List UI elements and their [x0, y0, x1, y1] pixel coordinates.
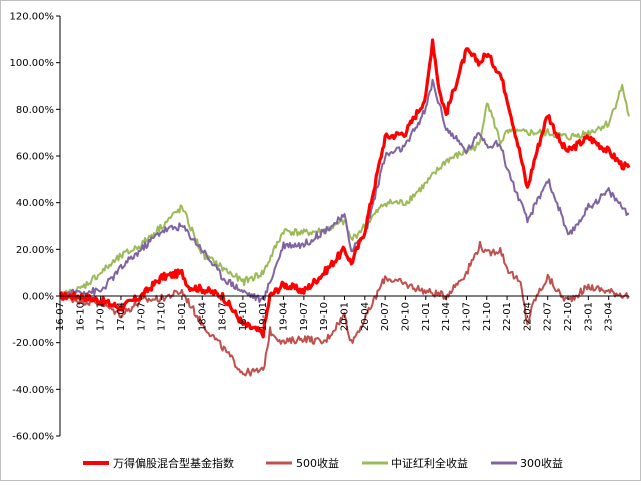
y-tick-label: -20.00%: [12, 338, 54, 349]
y-tick-label: 100.00%: [10, 58, 55, 69]
series-lines: [59, 38, 631, 377]
series-line: [59, 38, 631, 339]
x-tick-label: 19-04: [279, 302, 290, 331]
x-tick-label: 19-07: [299, 302, 310, 331]
legend-label: 中证红利全收益: [391, 456, 468, 470]
x-tick-label: 23-04: [604, 302, 615, 331]
series-line: [59, 78, 630, 304]
axes: [59, 16, 629, 436]
x-axis-ticks: 16-07 16-10 17-01 17-04 17-07 17-10 18-01 18-04…: [55, 296, 615, 331]
x-tick-label: 20-10: [400, 302, 411, 331]
x-tick-label: 20-04: [360, 302, 371, 331]
legend-label: 500收益: [296, 456, 339, 470]
x-tick-label: 17-01: [96, 302, 107, 331]
legend-label: 300收益: [520, 456, 563, 470]
y-tick-label: -60.00%: [12, 432, 54, 443]
y-tick-label: 20.00%: [16, 245, 54, 256]
legend-label: 万得偏股混合型基金指数: [113, 456, 234, 470]
x-tick-label: 16-07: [55, 302, 66, 331]
x-tick-label: 22-04: [522, 302, 533, 331]
x-tick-label: 19-10: [319, 302, 330, 331]
x-tick-label: 17-04: [116, 302, 127, 331]
x-tick-label: 23-01: [583, 302, 594, 331]
y-tick-label: -40.00%: [12, 385, 54, 396]
x-tick-label: 21-04: [441, 302, 452, 331]
x-tick-label: 18-10: [238, 302, 249, 331]
y-tick-label: 60.00%: [16, 152, 54, 163]
x-tick-label: 22-01: [502, 302, 513, 331]
x-tick-label: 22-07: [543, 302, 554, 331]
x-tick-label: 18-07: [218, 302, 229, 331]
x-tick-label: 21-10: [482, 302, 493, 331]
series-line: [59, 240, 630, 377]
y-tick-label: 40.00%: [16, 198, 54, 209]
y-axis-ticks: 120.00% 100.00% 80.00% 60.00% 40.00% 20.00% 0.…: [10, 12, 60, 443]
x-tick-label: 21-01: [421, 302, 432, 331]
x-tick-label: 21-07: [461, 302, 472, 331]
x-tick-label: 18-04: [197, 302, 208, 331]
legend: 万得偏股混合型基金指数 500收益 中证红利全收益 300收益: [83, 456, 563, 470]
x-tick-label: 19-01: [258, 302, 269, 331]
x-tick-label: 20-07: [380, 302, 391, 331]
series-line: [59, 83, 630, 299]
x-tick-label: 18-01: [177, 302, 188, 331]
x-tick-label: 22-10: [563, 302, 574, 331]
y-tick-label: 80.00%: [16, 105, 54, 116]
y-tick-label: 120.00%: [10, 12, 55, 23]
x-tick-label: 17-10: [157, 302, 168, 331]
x-tick-label: 17-07: [136, 302, 147, 331]
x-tick-label: 20-01: [340, 302, 351, 331]
y-tick-label: 0.00%: [22, 292, 54, 303]
x-tick-label: 16-10: [75, 302, 86, 331]
